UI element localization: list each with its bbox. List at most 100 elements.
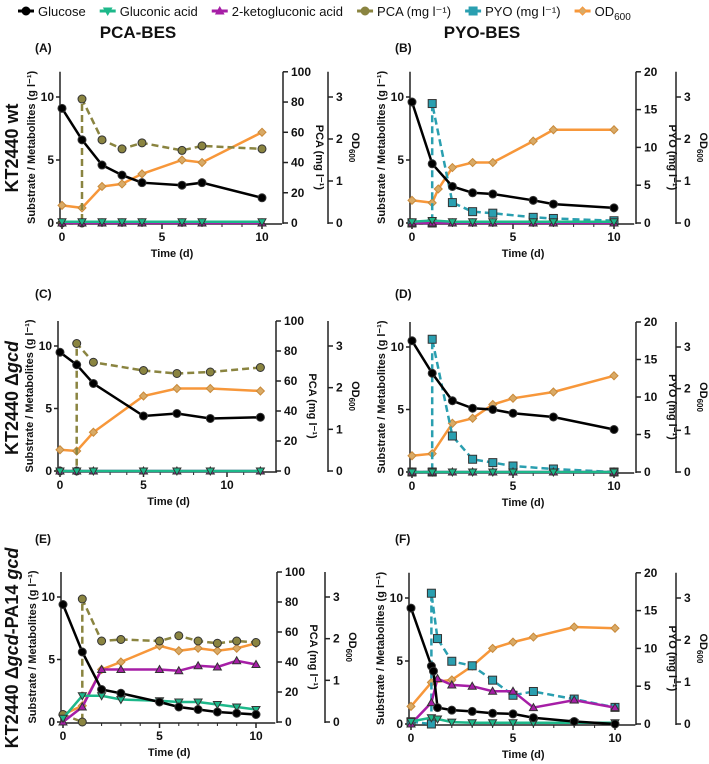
data-point-od (117, 179, 127, 189)
data-point-od (255, 386, 266, 396)
legend-item-od: OD600 (574, 4, 631, 23)
data-point-od (406, 701, 416, 712)
data-point-od (197, 157, 207, 168)
data-point-od (57, 200, 67, 211)
data-point-glucose (488, 405, 498, 414)
data-point-ketogluconic (96, 664, 107, 673)
data-point-pca (97, 135, 107, 145)
y-right-tick-label: 60 (291, 125, 305, 139)
data-point-glucose (255, 412, 265, 422)
panel-label: (B) (395, 41, 412, 55)
panel-label: (C) (35, 287, 52, 301)
data-point-pca (88, 357, 98, 367)
y-right-tick-label: 15 (644, 103, 658, 117)
data-point-gluconic (447, 468, 458, 478)
y-od-tick-label: 3 (684, 591, 691, 605)
x-axis-label: Time (d) (502, 749, 545, 761)
data-point-od (609, 125, 619, 135)
y-od-tick-label: 3 (684, 90, 691, 104)
od-label-subscript: 600 (695, 399, 704, 413)
data-point-pca (177, 145, 187, 155)
data-point-od (231, 643, 242, 653)
y-right-tick-label: 0 (644, 465, 651, 479)
data-point-od (548, 125, 559, 135)
data-point-gluconic (467, 468, 478, 478)
od-label-text: OD (349, 381, 361, 398)
data-point-gluconic (447, 218, 458, 227)
x-tick-label: 10 (608, 731, 622, 745)
y-od-tick-label: 3 (336, 90, 343, 104)
y-right-tick-label: 10 (644, 140, 658, 154)
data-point-ketogluconic (446, 679, 457, 689)
od-label-subscript: 600 (695, 650, 704, 664)
data-point-glucose (447, 705, 457, 715)
y-right-tick-label: 10 (644, 390, 658, 404)
data-point-gluconic (406, 717, 416, 727)
data-point-gluconic (193, 698, 203, 708)
data-point-glucose (467, 706, 477, 716)
data-point-gluconic (487, 468, 498, 478)
x-tick-label: 0 (57, 478, 64, 492)
y-tick-label: 10 (39, 339, 53, 353)
y-right-tick-label: 80 (285, 595, 299, 609)
data-point-gluconic (138, 467, 149, 477)
data-point-glucose (528, 195, 538, 205)
data-point-pca (77, 717, 87, 727)
data-point-pyo (447, 656, 457, 666)
y-right-tick-label: 0 (285, 715, 292, 729)
series-line-glucose (61, 604, 257, 716)
y-right-tick-label: 15 (644, 604, 658, 618)
y-tick-label: 0 (45, 464, 52, 478)
data-point-gluconic (609, 218, 619, 227)
data-point-od (137, 169, 147, 179)
panel-label: (D) (395, 287, 412, 301)
data-point-glucose (488, 189, 498, 199)
y-od-tick-label: 3 (336, 339, 343, 353)
data-point-ketogluconic (508, 686, 518, 695)
strain-label-part: gcd (2, 633, 22, 667)
y-axis-label-right: PCA (mg l⁻¹) (313, 125, 325, 191)
data-point-glucose (137, 178, 147, 188)
data-point-ketogluconic (116, 664, 126, 673)
data-point-od (508, 393, 518, 403)
legend-label-subscript: 600 (614, 12, 631, 23)
strain-label: KT2440 Δgcd-PA14 gcd (2, 547, 22, 749)
data-point-od (528, 136, 538, 146)
panel-label: (E) (35, 532, 51, 546)
series-line-od (411, 374, 615, 458)
od-label-text: OD (346, 632, 358, 649)
series-line-od (411, 128, 614, 205)
series-gluconic (407, 468, 619, 478)
data-point-glucose (508, 709, 518, 719)
y-tick-label: 0 (397, 216, 404, 230)
panel-f: (F) 0 5 10 0 5 10 0 5 10 15 20 0 1 2 3 Time (d) Substrate… (375, 532, 709, 761)
series-ketogluconic (58, 655, 261, 726)
data-point-gluconic (548, 218, 559, 227)
data-point-gluconic (427, 468, 438, 478)
y-od-tick-label: 2 (684, 633, 691, 647)
y-right-tick-label: 20 (644, 315, 658, 329)
data-point-glucose (610, 719, 620, 729)
legend-label: PYO (mg l⁻¹) (485, 4, 560, 19)
series-glucose (58, 600, 261, 719)
series-line-od (59, 387, 261, 453)
y-od-tick-label: 1 (684, 675, 691, 689)
y-right-tick-label: 5 (644, 178, 651, 192)
data-point-gluconic (231, 703, 242, 713)
data-point-gluconic (407, 218, 417, 227)
legend-item-pca: PCA (mg l⁻¹) (357, 4, 451, 19)
x-tick-label: 0 (409, 479, 416, 493)
data-point-pca (97, 636, 107, 646)
x-tick-label: 5 (156, 729, 163, 743)
data-point-glucose (468, 188, 478, 198)
data-point-ketogluconic (77, 701, 88, 711)
data-point-glucose (257, 193, 267, 203)
y-od-tick-label: 1 (684, 174, 691, 188)
y-tick-label: 0 (47, 216, 54, 230)
y-od-tick-label: 1 (336, 174, 343, 188)
y-od-tick-label: 1 (684, 423, 691, 437)
y-od-tick-label: 0 (336, 216, 343, 230)
data-point-pyo (433, 634, 443, 644)
y-right-tick-label: 100 (285, 565, 305, 579)
data-point-glucose (57, 103, 67, 113)
